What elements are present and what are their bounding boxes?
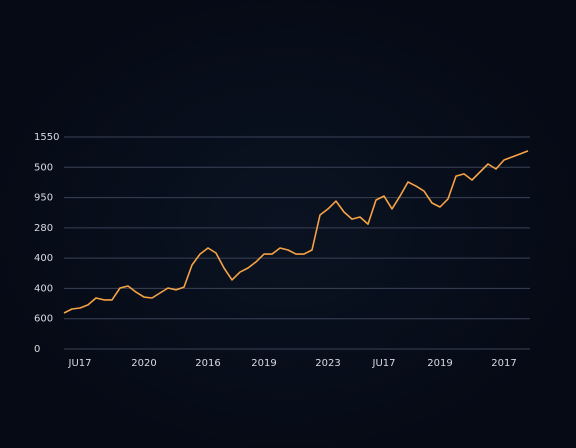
x-tick-label: 2019: [427, 358, 452, 369]
x-tick-label: 2020: [131, 358, 156, 369]
y-tick-label: 400: [34, 253, 53, 264]
y-tick-label: 950: [34, 193, 53, 204]
x-tick-label: JU17: [68, 358, 92, 369]
data-line: [63, 150, 529, 314]
y-tick-label: 0: [34, 344, 40, 355]
x-tick-label: 2016: [195, 358, 220, 369]
x-tick-label: 2019: [251, 358, 276, 369]
y-tick-label: 500: [34, 162, 53, 173]
y-tick-label: 280: [34, 223, 53, 234]
y-tick-label: 600: [34, 314, 53, 325]
y-tick-label: 400: [34, 283, 53, 294]
x-tick-label: 2017: [491, 358, 516, 369]
x-tick-label: 2023: [315, 358, 340, 369]
x-tick-label: JU17: [372, 358, 396, 369]
y-tick-label: 1550: [34, 132, 59, 143]
